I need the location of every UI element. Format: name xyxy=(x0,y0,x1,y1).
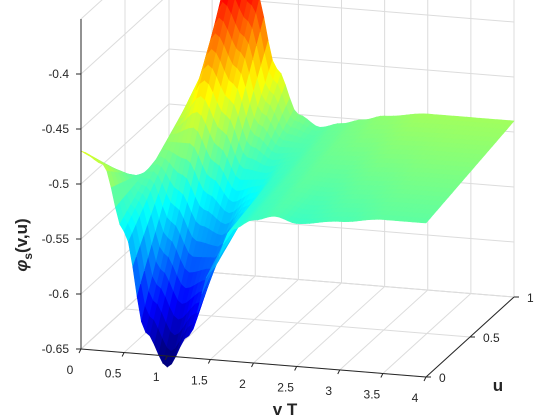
surface-layer xyxy=(80,0,515,368)
y-tick-label: 0.5 xyxy=(483,331,500,345)
x-tick-label: 2 xyxy=(239,377,246,391)
x-tick-label: 4 xyxy=(412,391,419,405)
x-tick-mark xyxy=(207,359,211,364)
x-axis-label: v T xyxy=(273,400,298,419)
z-axis-label-sub: s xyxy=(21,253,35,260)
z-tick-label: -0.55 xyxy=(42,232,70,246)
z-axis-label: φs(v,u) xyxy=(12,218,35,271)
y-tick-label: 0 xyxy=(439,371,446,385)
z-tick-label: -0.5 xyxy=(48,177,69,191)
surface-patch xyxy=(421,218,431,224)
x-tick-label: 1.5 xyxy=(191,374,208,388)
ticks-layer: 0 0.5 1 1.5 2 2.5 3 3.5 4 0 0.5 1 -0.4 -0.45 -0.5 -0.55… xyxy=(42,67,534,405)
x-tick-label: 1 xyxy=(153,370,160,384)
x-tick-label: 0 xyxy=(67,363,74,377)
grid-line xyxy=(80,48,170,130)
x-tick-label: 0.5 xyxy=(105,367,122,381)
z-tick-label: -0.45 xyxy=(42,122,70,136)
x-tick-mark xyxy=(380,373,384,378)
grid-line xyxy=(80,0,164,75)
x-tick-label: 2.5 xyxy=(277,381,294,395)
x-tick-mark xyxy=(294,366,298,371)
z-tick-label: -0.65 xyxy=(42,342,70,356)
y-tick-label: 1 xyxy=(527,291,534,305)
x-tick-mark xyxy=(121,352,125,357)
x-tick-label: 3 xyxy=(325,384,332,398)
grid-line xyxy=(168,268,515,298)
svg-text:φs(v,u): φs(v,u) xyxy=(12,218,35,271)
z-axis-label-main: φ xyxy=(12,260,31,272)
z-tick-label: -0.4 xyxy=(48,67,69,81)
x-tick-mark xyxy=(423,376,427,382)
z-axis-label-rest: (v,u) xyxy=(12,218,31,253)
x-tick-mark xyxy=(251,362,254,368)
grid-line xyxy=(236,0,515,23)
grid-line xyxy=(80,103,170,185)
z-tick-label: -0.6 xyxy=(48,287,69,301)
x-tick-mark xyxy=(337,369,341,375)
y-axis-label: u xyxy=(493,376,503,395)
x-tick-mark xyxy=(78,348,82,354)
x-tick-mark xyxy=(164,355,168,361)
x-tick-label: 3.5 xyxy=(364,388,381,402)
